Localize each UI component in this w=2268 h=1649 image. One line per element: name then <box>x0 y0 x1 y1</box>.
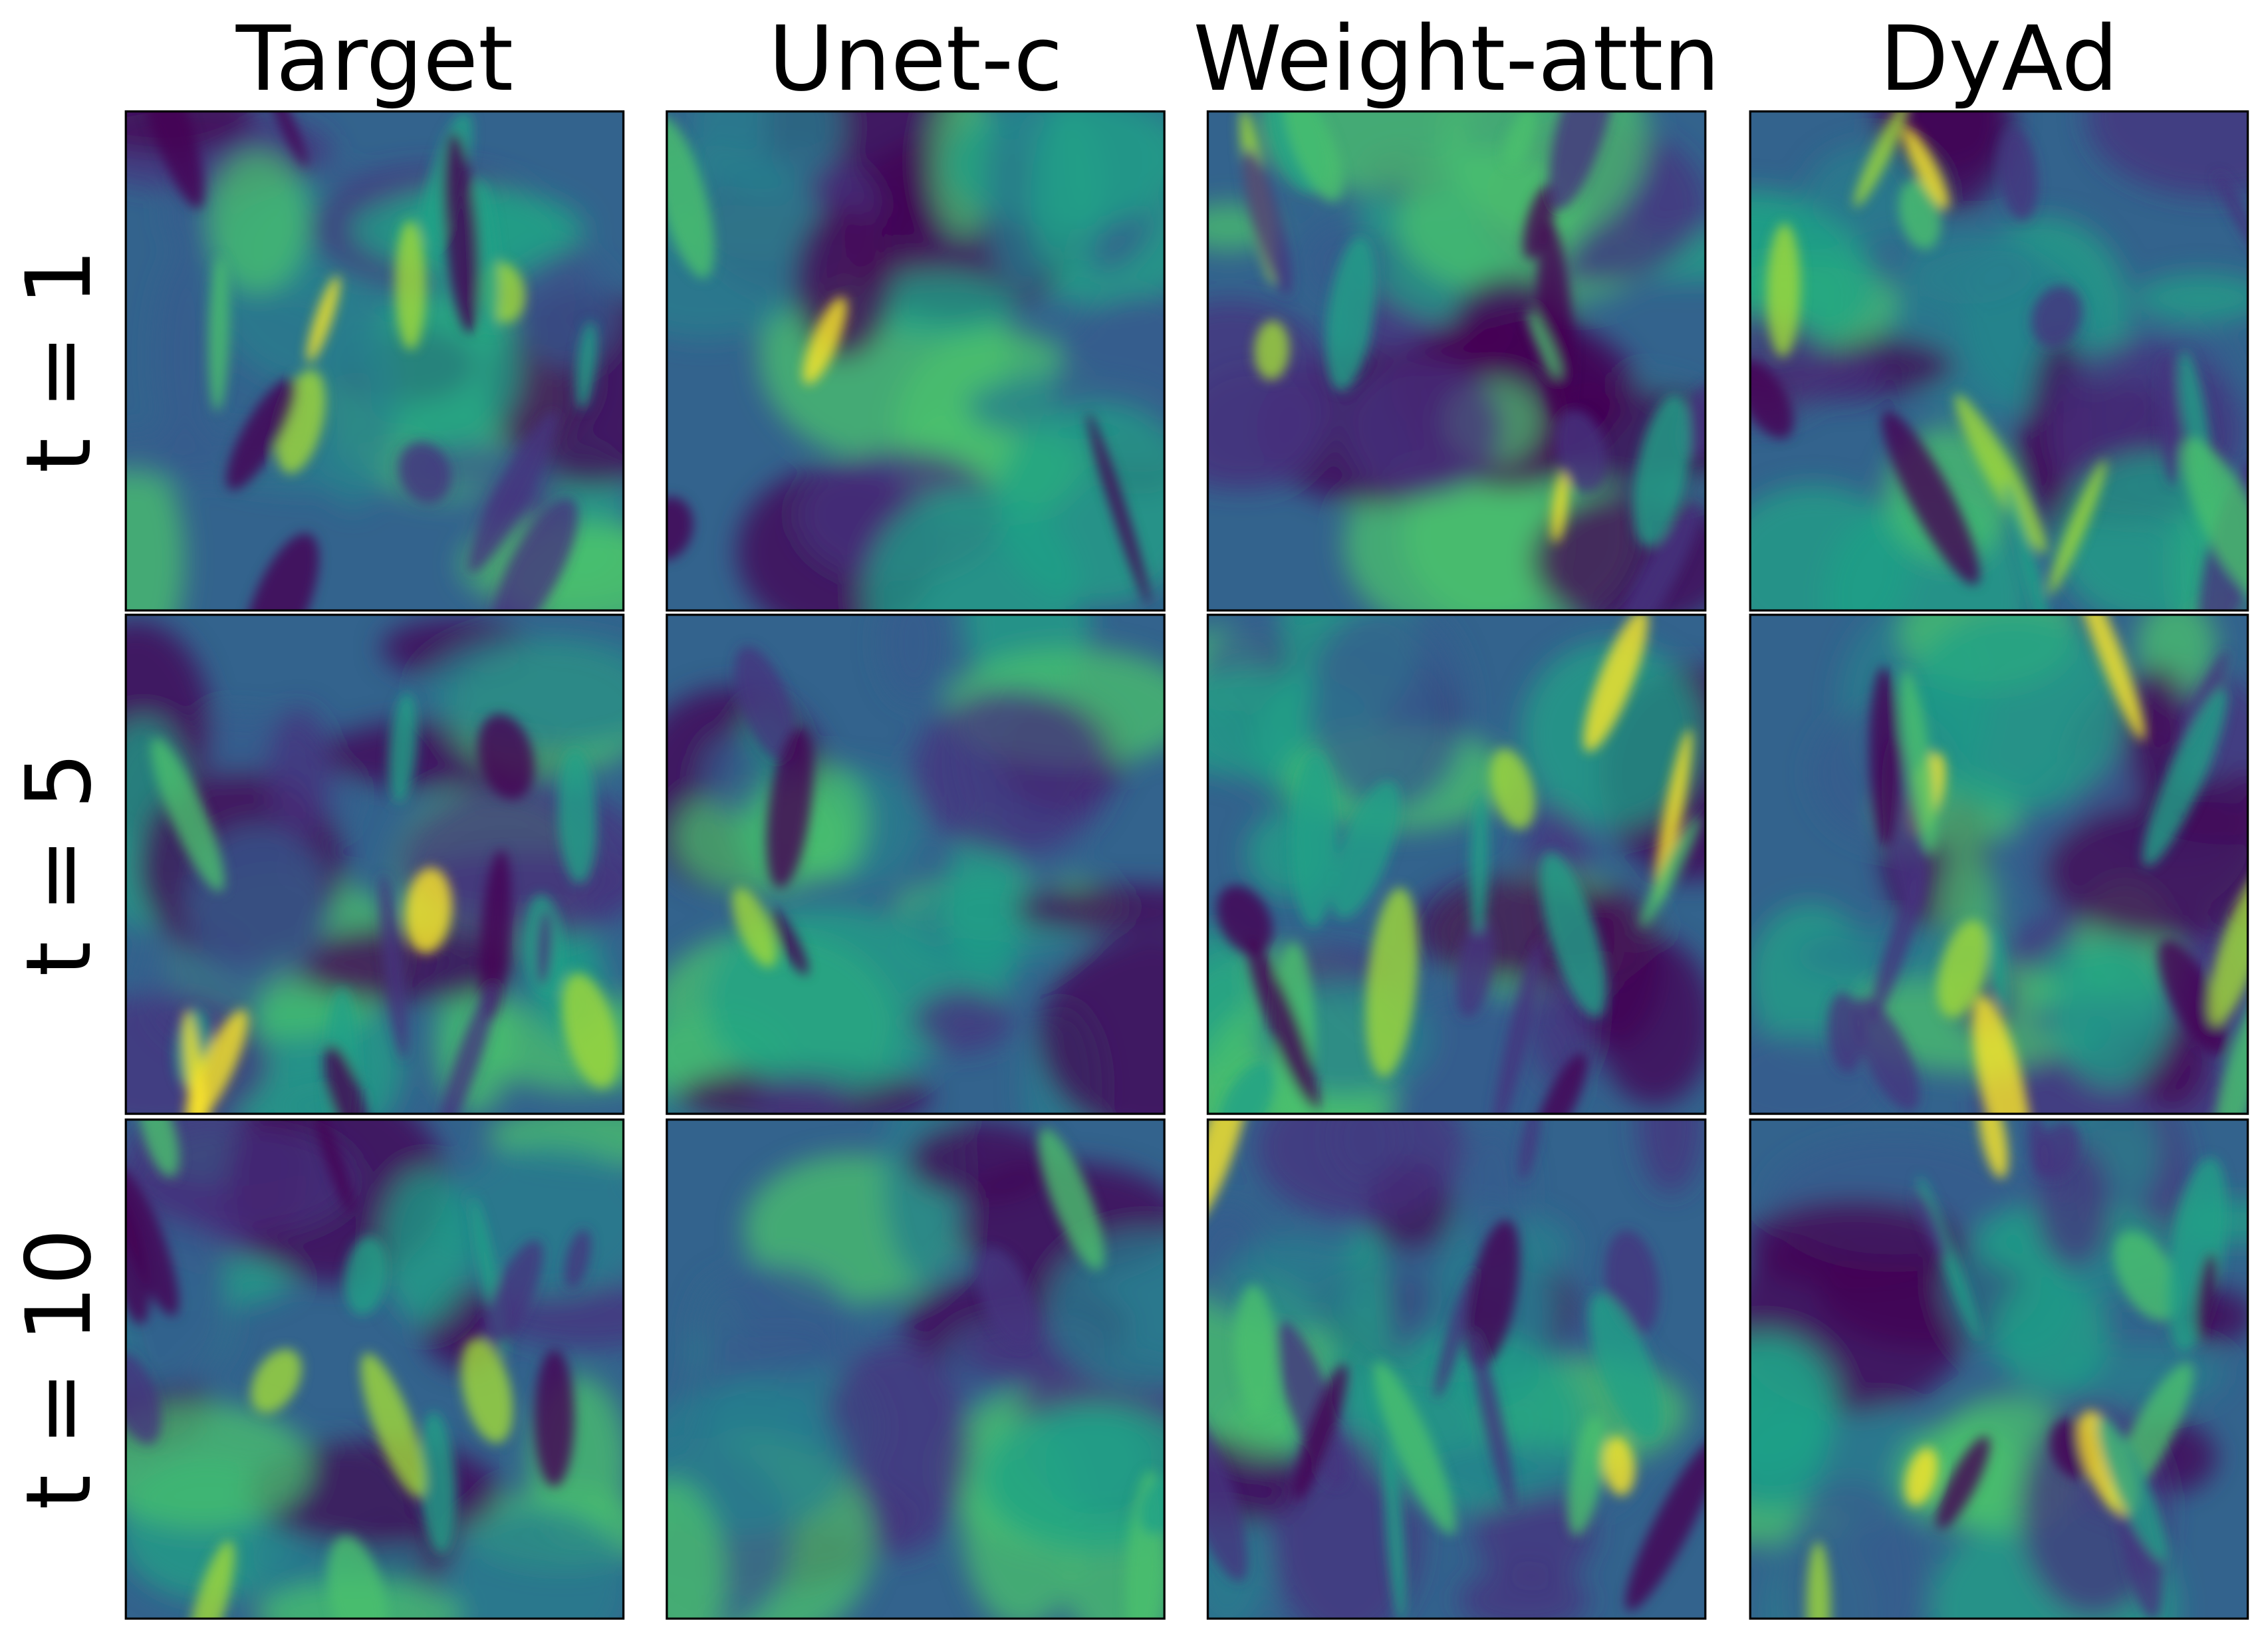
heatmap-panel <box>1207 1119 1705 1619</box>
heatmap-panel <box>126 614 624 1114</box>
panel-frame <box>1206 110 1707 612</box>
row-label: t = 5 <box>7 752 111 976</box>
column-title: DyAd <box>1880 7 2118 111</box>
panel-frame <box>1749 613 2249 1115</box>
column-title: Target <box>235 7 513 111</box>
panel-frame <box>666 613 1166 1115</box>
heatmap-panel <box>666 614 1165 1114</box>
panel-frame <box>1749 110 2249 612</box>
panel-frame <box>1206 613 1707 1115</box>
heatmap-panel <box>1207 111 1705 611</box>
heatmap-panel <box>1207 614 1705 1114</box>
panel-frame <box>666 110 1166 612</box>
heatmap-panel <box>126 111 624 611</box>
row-label: t = 1 <box>7 249 111 473</box>
heatmap-panel <box>666 111 1165 611</box>
column-title: Unet-c <box>769 7 1063 111</box>
heatmap-panel <box>1750 111 2248 611</box>
heatmap-panel <box>1750 1119 2248 1619</box>
panel-frame <box>124 613 625 1115</box>
column-title: Weight-attn <box>1193 7 1719 111</box>
panel-frame <box>124 110 625 612</box>
panel-frame <box>1206 1118 1707 1620</box>
heatmap-panel <box>126 1119 624 1619</box>
heatmap-panel <box>666 1119 1165 1619</box>
heatmap-panel <box>1750 614 2248 1114</box>
panel-frame <box>666 1118 1166 1620</box>
row-label: t = 10 <box>7 1228 111 1509</box>
panel-frame <box>1749 1118 2249 1620</box>
panel-frame <box>124 1118 625 1620</box>
